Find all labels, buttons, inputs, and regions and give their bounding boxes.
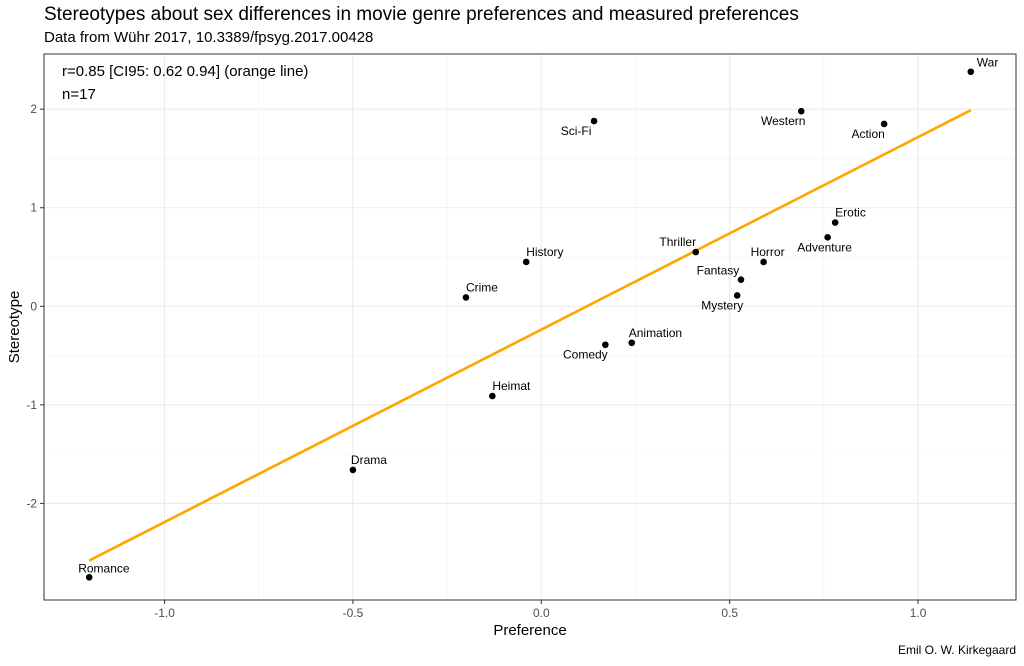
grid xyxy=(44,54,1016,600)
point-label: Romance xyxy=(78,561,130,575)
x-tick-label: -1.0 xyxy=(154,606,175,620)
y-tick-label: -2 xyxy=(26,496,37,510)
point-label: Animation xyxy=(629,326,682,340)
x-axis-ticks: -1.0 -0.5 0.0 0.5 1.0 xyxy=(154,600,927,620)
data-point xyxy=(489,392,496,400)
data-point xyxy=(692,248,700,256)
point-label: Comedy xyxy=(563,348,608,362)
annotations: r=0.85 [CI95: 0.62 0.94] (orange line) n=… xyxy=(62,63,308,103)
y-axis-ticks: -2 -1 0 1 2 xyxy=(26,102,44,510)
chart-title: Stereotypes about sex differences in mov… xyxy=(44,4,799,25)
point-label: Heimat xyxy=(492,379,531,393)
data-point xyxy=(85,574,93,581)
fit-line-group xyxy=(88,109,972,562)
data-point xyxy=(737,276,745,283)
point-label: Mystery xyxy=(701,298,743,312)
point-label: Action xyxy=(851,127,884,141)
data-point xyxy=(628,339,636,347)
x-axis-title: Preference xyxy=(493,622,566,639)
point-label: War xyxy=(977,56,999,70)
data-point xyxy=(349,466,357,474)
data-point xyxy=(967,68,975,76)
data-point xyxy=(522,258,530,266)
stat-annotation: n=17 xyxy=(62,86,96,103)
y-axis-title: Stereotype xyxy=(6,291,23,364)
point-label: History xyxy=(526,245,563,259)
fit-line xyxy=(88,109,972,562)
y-tick-label: 1 xyxy=(30,201,37,215)
data-point xyxy=(602,341,609,349)
panel-border xyxy=(43,53,1017,601)
chart-subtitle: Data from Wühr 2017, 10.3389/fpsyg.2017.… xyxy=(44,29,374,46)
point-label: Erotic xyxy=(835,206,866,220)
x-tick-label: 0.5 xyxy=(721,606,738,620)
point-label: Drama xyxy=(351,453,387,467)
x-tick-label: 1.0 xyxy=(910,606,927,620)
point-label: Western xyxy=(761,114,805,128)
data-point xyxy=(733,292,741,299)
x-tick-label: 0.0 xyxy=(533,606,550,620)
chart-caption: Emil O. W. Kirkegaard xyxy=(897,643,1016,657)
x-tick-label: -0.5 xyxy=(343,606,364,620)
data-point xyxy=(824,234,831,241)
data-point xyxy=(590,117,598,125)
point-label: Fantasy xyxy=(697,264,740,278)
point-label: Thriller xyxy=(659,235,696,249)
y-tick-label: -1 xyxy=(26,398,37,412)
points: War Western Action Sci-Fi Erotic Adventure Thr… xyxy=(78,56,998,581)
data-point xyxy=(880,120,888,128)
y-tick-label: 0 xyxy=(30,299,37,313)
data-point xyxy=(760,258,767,266)
point-label: Sci-Fi xyxy=(561,124,592,138)
data-point xyxy=(462,294,470,301)
point-label: Horror xyxy=(751,245,785,259)
data-point xyxy=(831,219,839,226)
stat-annotation: r=0.85 [CI95: 0.62 0.94] (orange line) xyxy=(62,63,308,80)
point-label: Crime xyxy=(466,280,498,294)
point-label: Adventure xyxy=(797,240,852,254)
data-point xyxy=(797,107,805,115)
y-tick-label: 2 xyxy=(30,102,37,116)
